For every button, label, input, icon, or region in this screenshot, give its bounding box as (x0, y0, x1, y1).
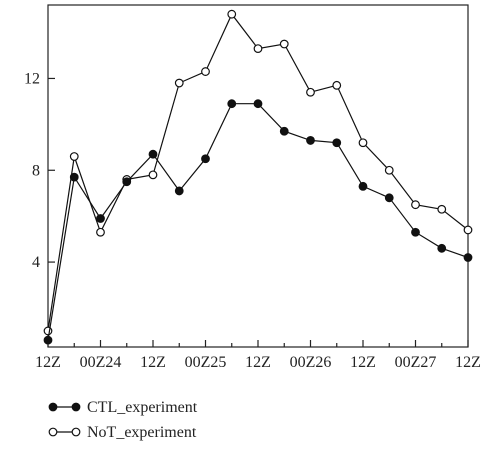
data-point (384, 165, 394, 175)
data-point (69, 152, 79, 161)
data-point (96, 214, 105, 223)
x-tick-label: 00Z26 (290, 354, 332, 371)
data-point (332, 80, 342, 90)
data-point (227, 99, 237, 109)
x-tick-label: 00Z25 (185, 354, 227, 371)
legend-label: NoT_experiment (87, 424, 197, 441)
data-point (201, 67, 210, 76)
legend-item: CTL_experiment (48, 399, 198, 416)
data-point (69, 172, 79, 182)
data-point (148, 149, 158, 159)
data-point (358, 138, 368, 148)
x-tick-label: 12Z (350, 354, 376, 371)
data-point (253, 99, 263, 109)
series-layer (43, 9, 473, 345)
data-point (358, 181, 368, 191)
data-point (306, 136, 315, 145)
y-tick-label: 12 (24, 70, 40, 87)
data-point (411, 200, 420, 210)
series-line (47, 13, 469, 331)
legend-item: NoT_experiment (48, 424, 197, 441)
data-point (437, 204, 447, 214)
legend-label: CTL_experiment (87, 399, 198, 416)
data-point (201, 154, 210, 164)
y-tick-label: 4 (32, 254, 40, 271)
x-tick-label: 00Z24 (80, 354, 122, 371)
data-point (148, 170, 158, 180)
legend-marker (71, 402, 81, 412)
data-point (174, 78, 184, 88)
series-CTL_experiment (43, 99, 473, 345)
plot-frame (47, 4, 469, 348)
data-point (43, 326, 53, 336)
x-tick-label: 12Z (140, 354, 166, 371)
series-line (47, 103, 469, 341)
legend-marker (48, 402, 58, 412)
x-tick-label: 12Z (35, 354, 61, 371)
data-point (279, 126, 289, 136)
x-tick-label: 12Z (455, 354, 481, 371)
series-NoT_experiment (43, 9, 473, 336)
legend: CTL_experiment NoT_experiment (48, 399, 198, 441)
legend-marker (48, 427, 58, 437)
legend-marker (71, 427, 81, 437)
data-point (279, 39, 289, 49)
y-axis: 4 8 12 (24, 70, 55, 271)
data-point (463, 225, 473, 235)
data-point (174, 186, 184, 196)
data-point (437, 243, 447, 253)
data-point (332, 138, 342, 148)
data-point (306, 87, 315, 97)
x-tick-label: 12Z (245, 354, 271, 371)
data-point (122, 177, 132, 187)
x-axis: 12Z 00Z24 12Z 00Z25 12Z 00Z26 12Z 00Z27 12Z (35, 340, 481, 371)
data-point (227, 9, 237, 19)
data-point (43, 335, 53, 345)
data-point (463, 253, 473, 262)
data-point (411, 227, 420, 237)
x-tick-label: 00Z27 (395, 354, 437, 371)
data-point (96, 227, 105, 237)
data-point (253, 44, 263, 54)
data-point (384, 193, 394, 203)
y-tick-label: 8 (32, 162, 40, 179)
